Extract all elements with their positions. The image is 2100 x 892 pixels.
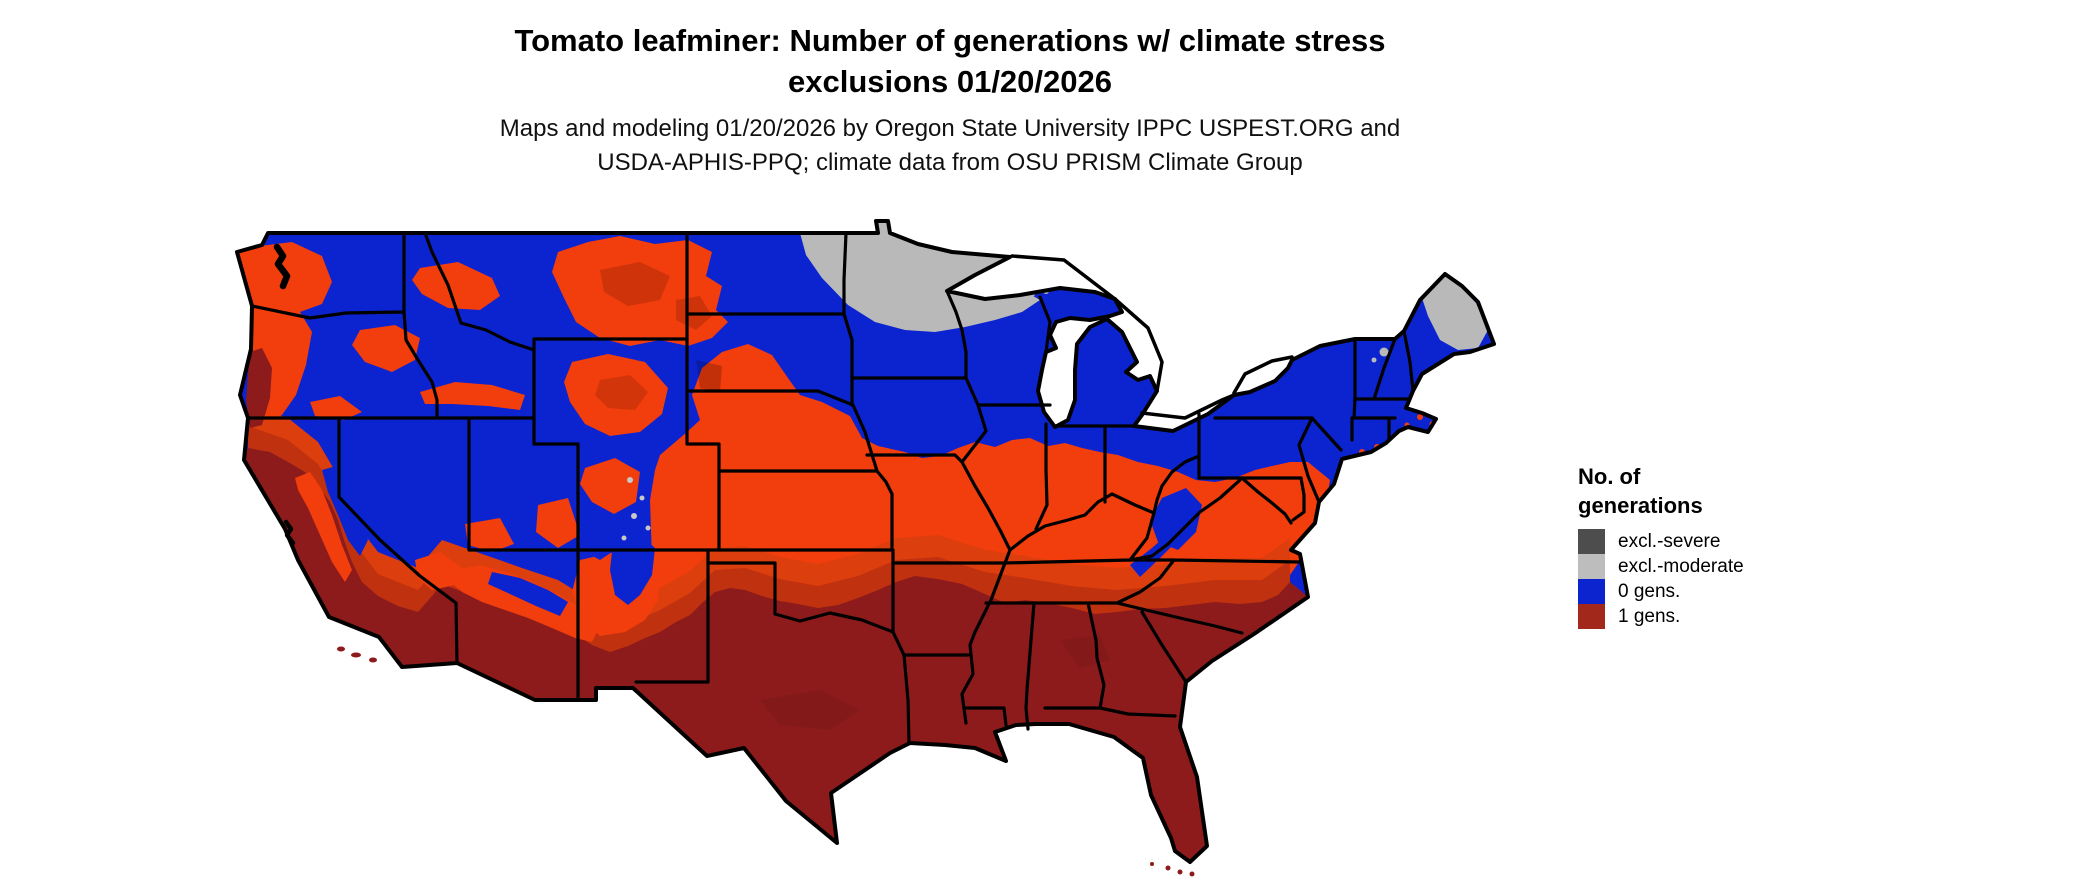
title-line-1: Tomato leafminer: Number of generations … <box>514 23 1386 58</box>
texture-montana-1 <box>600 262 670 306</box>
channel-islands <box>337 646 377 663</box>
patch-utah-southwest <box>465 518 514 552</box>
patch-arizona-belt <box>450 565 600 642</box>
patch-oregon-coast-dark-red <box>246 348 272 428</box>
legend-item-0-gens: 0 gens. <box>1578 579 1744 604</box>
subtitle: Maps and modeling 01/20/2026 by Oregon S… <box>0 112 1900 180</box>
legend-title-line-2: generations <box>1578 493 1703 518</box>
patch-west-virginia-blue <box>1150 488 1202 550</box>
legend-swatch-1-gens <box>1578 604 1605 629</box>
map-legend: No. of generations excl.-severe excl.-mo… <box>1578 462 1744 629</box>
legend-label-excl-moderate: excl.-moderate <box>1618 555 1744 577</box>
legend-swatch-excl-severe <box>1578 529 1605 554</box>
subtitle-line-2: USDA-APHIS-PPQ; climate data from OSU PR… <box>597 149 1303 176</box>
patch-utah-southeast <box>536 498 580 548</box>
region-excl-moderate-minnesota <box>800 221 1040 332</box>
legend-swatch-excl-moderate <box>1578 554 1605 579</box>
page-title: Tomato leafminer: Number of generations … <box>0 20 1900 102</box>
legend-label-0-gens: 0 gens. <box>1618 580 1681 602</box>
subtitle-line-1: Maps and modeling 01/20/2026 by Oregon S… <box>499 115 1401 142</box>
patch-california-foothills <box>295 472 352 582</box>
puget-sound-inlet <box>273 243 291 290</box>
state-borders <box>246 231 1415 745</box>
patch-snake-river-plain <box>420 382 525 410</box>
san-francisco-bay-inlet <box>283 519 296 546</box>
patch-arizona-mogollon-blue <box>488 572 568 616</box>
patch-san-juan-blue <box>585 532 615 560</box>
legend-item-excl-moderate: excl.-moderate <box>1578 554 1744 579</box>
texture-texas <box>760 690 860 730</box>
legend-swatch-0-gens <box>1578 579 1605 604</box>
patch-colorado-west-slope <box>580 458 640 514</box>
legend-title-line-1: No. of <box>1578 464 1641 489</box>
region-excl-moderate-nh-dot <box>1379 347 1389 357</box>
patch-columbia-basin <box>412 262 500 310</box>
texture-wyoming <box>595 375 648 410</box>
patch-montana <box>552 236 728 346</box>
title-line-2: exclusions 01/20/2026 <box>787 64 1112 99</box>
legend-item-excl-severe: excl.-severe <box>1578 529 1744 554</box>
legend-item-1-gens: 1 gens. <box>1578 604 1744 629</box>
specks-colorado-gray <box>621 477 651 541</box>
region-excl-moderate-maine <box>1422 276 1488 350</box>
patch-sierra-nevada-blue <box>322 465 368 556</box>
legend-label-1-gens: 1 gens. <box>1618 605 1681 627</box>
florida-keys <box>1150 862 1195 877</box>
patch-wyoming <box>564 354 668 436</box>
great-lakes-border <box>1010 254 1294 420</box>
patch-s-oregon <box>310 396 362 420</box>
texture-black-hills <box>696 360 722 392</box>
region-1-gens <box>244 448 1308 862</box>
patch-ne-oregon <box>352 325 420 372</box>
patch-new-mexico-blue <box>610 536 655 605</box>
legend-rows: excl.-severe excl.-moderate 0 gens. 1 ge… <box>1578 529 1744 629</box>
legend-label-excl-severe: excl.-severe <box>1618 530 1721 552</box>
region-excl-moderate-nh-dot2 <box>1371 357 1377 363</box>
conus-outline <box>235 219 1496 864</box>
